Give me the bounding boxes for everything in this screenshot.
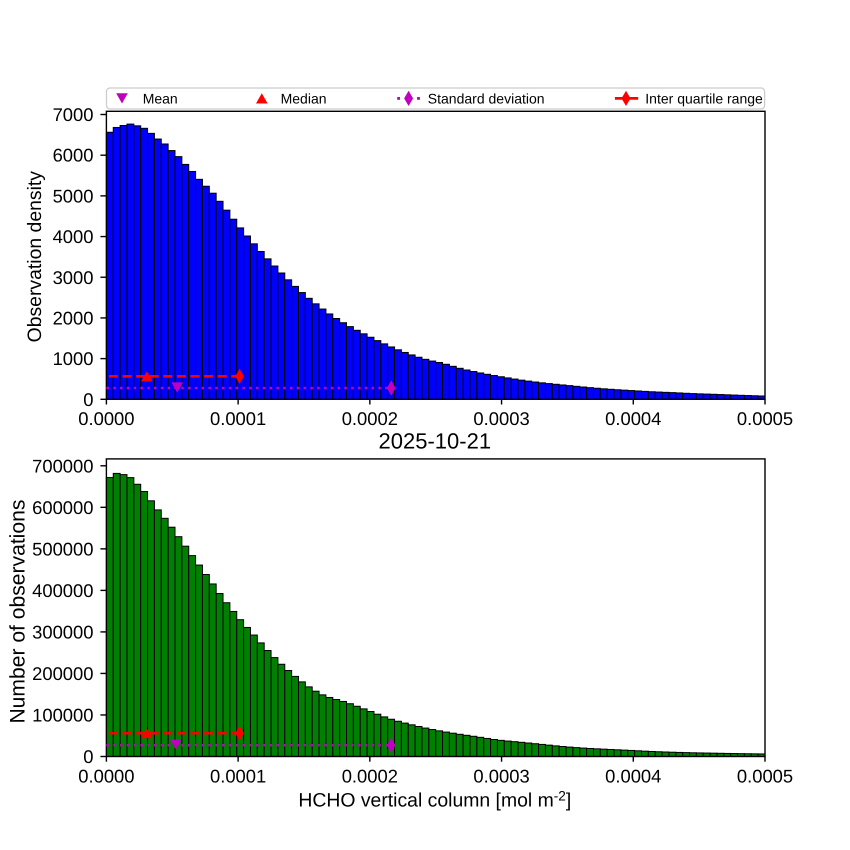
svg-text:0.0002: 0.0002 <box>342 765 398 786</box>
svg-text:HCHO vertical column [mol m-2]: HCHO vertical column [mol m-2] <box>298 789 571 812</box>
svg-text:Median: Median <box>281 90 327 106</box>
svg-text:400000: 400000 <box>32 580 93 601</box>
svg-text:5000: 5000 <box>53 185 94 206</box>
svg-text:0: 0 <box>83 389 93 410</box>
svg-text:4000: 4000 <box>53 226 94 247</box>
svg-text:Standard deviation: Standard deviation <box>428 90 545 106</box>
svg-text:0.0000: 0.0000 <box>78 765 134 786</box>
svg-text:0.0003: 0.0003 <box>473 765 529 786</box>
svg-text:0.0004: 0.0004 <box>605 765 661 786</box>
svg-text:6000: 6000 <box>53 145 94 166</box>
svg-text:0.0003: 0.0003 <box>473 408 529 429</box>
svg-text:0.0000: 0.0000 <box>78 408 134 429</box>
svg-text:0.0002: 0.0002 <box>342 408 398 429</box>
svg-text:Mean: Mean <box>143 90 178 106</box>
svg-text:100000: 100000 <box>32 705 93 726</box>
svg-text:0.0001: 0.0001 <box>210 765 266 786</box>
svg-text:2000: 2000 <box>53 307 94 328</box>
svg-text:0.0001: 0.0001 <box>210 408 266 429</box>
svg-text:Inter quartile range: Inter quartile range <box>645 90 763 106</box>
svg-text:600000: 600000 <box>32 497 93 518</box>
svg-text:200000: 200000 <box>32 663 93 684</box>
svg-text:0.0005: 0.0005 <box>737 765 793 786</box>
svg-text:7000: 7000 <box>53 104 94 125</box>
svg-text:1000: 1000 <box>53 348 94 369</box>
svg-text:500000: 500000 <box>32 538 93 559</box>
svg-text:0: 0 <box>83 746 93 767</box>
svg-text:2025-10-21: 2025-10-21 <box>379 429 492 454</box>
svg-text:3000: 3000 <box>53 267 94 288</box>
svg-text:0.0005: 0.0005 <box>737 408 793 429</box>
svg-text:300000: 300000 <box>32 621 93 642</box>
svg-text:0.0004: 0.0004 <box>605 408 661 429</box>
svg-text:Number of observations: Number of observations <box>6 500 29 724</box>
svg-text:Observation density: Observation density <box>24 171 46 343</box>
svg-text:700000: 700000 <box>32 455 93 476</box>
